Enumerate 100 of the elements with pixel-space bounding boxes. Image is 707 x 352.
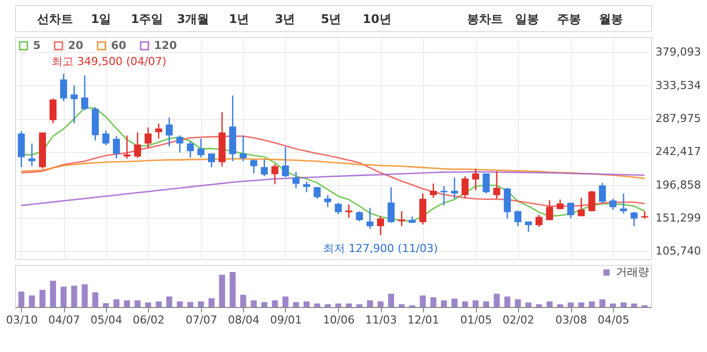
text: 주봉 <box>557 12 581 26</box>
bar <box>166 296 172 307</box>
candlestick <box>567 202 574 219</box>
bar <box>18 292 24 307</box>
annotation: 최저 127,900 (11/03) <box>323 242 438 256</box>
x-tick-label: 04/07 <box>48 314 80 326</box>
candlestick <box>112 136 120 160</box>
bar <box>430 297 436 307</box>
x-tick-label: 08/04 <box>228 314 260 326</box>
candlestick <box>388 186 395 224</box>
candlestick <box>472 168 480 191</box>
candlestick <box>334 202 342 215</box>
bar <box>472 300 479 307</box>
bar <box>134 300 141 307</box>
bar <box>304 301 310 307</box>
bar <box>483 301 490 307</box>
candlestick <box>504 187 511 220</box>
candlestick <box>166 116 173 148</box>
candlestick <box>377 216 384 236</box>
text: 1일 <box>90 12 112 26</box>
bar <box>536 304 542 307</box>
candlestick <box>462 176 469 199</box>
candlestick <box>324 194 332 208</box>
bar <box>145 302 152 307</box>
candlestick <box>546 200 554 221</box>
candlestick <box>70 84 78 124</box>
x-tick-label: 11/03 <box>365 314 397 326</box>
line-series <box>20 171 646 206</box>
candlestick <box>240 134 247 162</box>
bar <box>250 300 257 307</box>
candlestick <box>524 220 532 232</box>
bar <box>28 295 35 307</box>
text: 봉차트 <box>467 12 503 26</box>
legend-label: 20 <box>68 38 84 52</box>
bar <box>378 301 384 307</box>
x-tick-label: 05/04 <box>90 314 122 326</box>
text: 1주일 <box>130 12 164 26</box>
bar <box>620 302 627 307</box>
bar <box>462 301 468 307</box>
bar <box>60 286 67 307</box>
bar <box>599 299 606 307</box>
bar <box>50 280 56 307</box>
bar <box>71 286 78 307</box>
legend-label: 거래량 <box>616 266 649 278</box>
bar <box>39 290 46 307</box>
text: 3개월 <box>176 12 210 26</box>
candlestick <box>176 134 184 154</box>
bar <box>335 304 342 307</box>
candlestick <box>514 210 522 227</box>
candlestick <box>60 73 68 102</box>
bar <box>631 304 638 307</box>
candlestick <box>292 171 300 189</box>
bar <box>261 302 268 307</box>
x-tick-label: 03/08 <box>555 314 588 326</box>
text: 선차트 <box>37 12 73 26</box>
bar <box>504 296 510 307</box>
x-tick-label: 03/10 <box>6 314 38 326</box>
bar <box>230 272 236 307</box>
candlestick <box>260 158 268 177</box>
candlestick <box>536 214 543 228</box>
y-tick-label: 242,417 <box>656 145 701 158</box>
bar <box>366 300 373 307</box>
bar <box>208 298 215 307</box>
candlestick <box>144 126 152 150</box>
candlestick <box>250 158 258 174</box>
candlestick <box>419 192 426 226</box>
bar <box>420 295 426 307</box>
bar <box>346 304 352 307</box>
candlestick <box>271 164 278 185</box>
x-tick-label: 06/02 <box>132 314 164 326</box>
annotation: 최고 349,500 (04/07) <box>52 54 166 68</box>
bar <box>156 301 162 307</box>
legend-label: 60 <box>111 38 127 52</box>
x-tick-label: 07/07 <box>186 314 218 326</box>
candlestick <box>303 180 310 193</box>
candlestick <box>588 190 596 212</box>
candlestick <box>578 197 585 217</box>
candlestick <box>450 176 458 200</box>
candlestick <box>620 192 628 214</box>
text: 5년 <box>320 12 342 26</box>
bar <box>113 299 120 307</box>
bar <box>568 302 574 307</box>
bar <box>240 294 246 307</box>
bar <box>398 304 405 307</box>
bar <box>314 304 320 307</box>
bar <box>388 294 394 307</box>
candlestick <box>598 182 606 204</box>
text: 3년 <box>274 12 296 26</box>
candlestick <box>134 132 142 158</box>
candlestick <box>18 130 25 168</box>
candlestick <box>482 172 490 194</box>
bar <box>82 284 88 307</box>
bar <box>578 302 584 307</box>
y-tick-label: 333,534 <box>656 78 701 92</box>
candlestick <box>282 146 289 178</box>
bar <box>293 302 300 307</box>
bar <box>198 301 204 307</box>
legend-label: 120 <box>154 38 178 52</box>
candlestick <box>28 142 36 167</box>
candlestick <box>50 98 57 124</box>
